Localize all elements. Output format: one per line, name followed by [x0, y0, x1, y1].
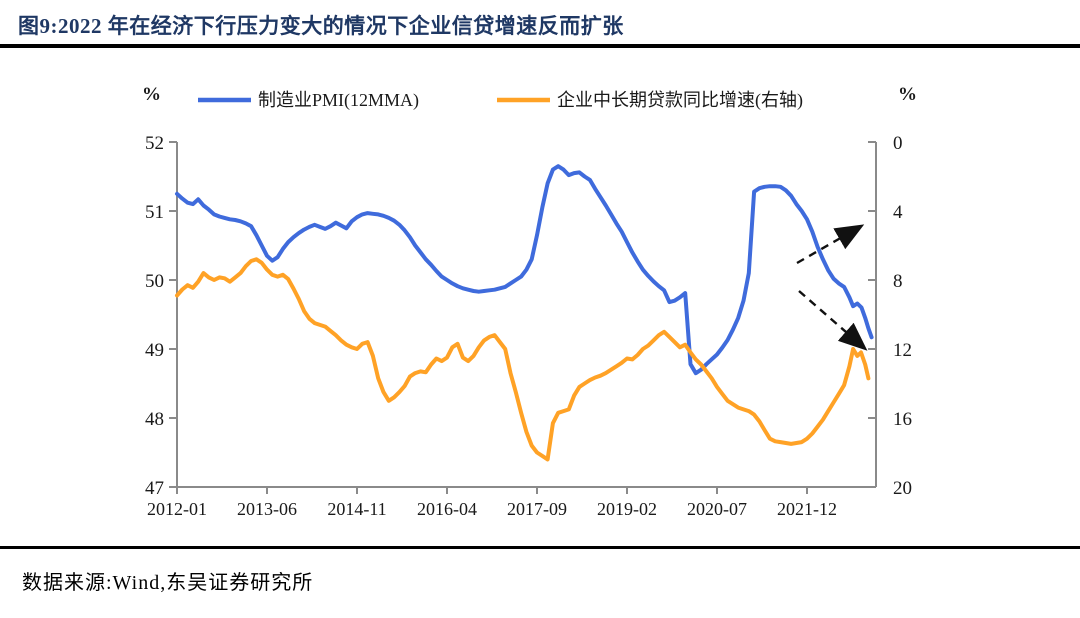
left-axis-tick-label: 48	[145, 409, 164, 430]
x-axis-tick-label: 2013-06	[237, 499, 297, 519]
left-axis-tick-label: 52	[145, 133, 164, 154]
left-axis-unit-label: %	[142, 84, 161, 105]
left-axis-tick-label: 49	[145, 340, 164, 361]
left-axis-tick-label: 51	[145, 202, 164, 223]
figure-title: 图9:2022 年在经济下行压力变大的情况下企业信贷增速反而扩张	[18, 14, 624, 38]
left-axis-tick-label: 47	[145, 478, 164, 499]
footer-divider-line	[0, 546, 1080, 549]
x-axis-tick-label: 2016-04	[417, 499, 477, 519]
right-axis-tick-label: 0	[893, 133, 903, 154]
x-axis-tick-label: 2012-01	[147, 499, 207, 519]
x-axis-tick-label: 2014-11	[327, 499, 386, 519]
x-axis-tick-label: 2019-02	[597, 499, 657, 519]
right-axis-tick-label: 16	[893, 409, 912, 430]
right-axis-tick-label: 8	[893, 271, 903, 292]
legend-label-pmi: 制造业PMI(12MMA)	[258, 90, 419, 111]
chart-legend: 制造业PMI(12MMA) 企业中长期贷款同比增速(右轴)	[198, 90, 803, 111]
series-line-pmi	[175, 164, 874, 376]
x-axis-tick-label: 2020-07	[687, 499, 747, 519]
right-axis-tick-label: 4	[893, 202, 903, 223]
series-line-loan-growth	[175, 257, 871, 462]
right-axis-tick-label: 12	[893, 340, 912, 361]
legend-label-loan: 企业中长期贷款同比增速(右轴)	[557, 90, 803, 111]
right-axis-tick-label: 20	[893, 478, 912, 499]
title-divider-line	[0, 44, 1080, 48]
trend-arrow-up-right	[796, 224, 865, 265]
plot-area: 52 51 50 49 48 47 20 16 12 8 4 0 2012-01 2013-06 2014-…	[145, 133, 912, 519]
x-axis-tick-label: 2021-12	[777, 499, 837, 519]
data-source-note: 数据来源:Wind,东吴证券研究所	[22, 572, 314, 594]
x-axis-tick-label: 2017-09	[507, 499, 567, 519]
trend-arrow-down-right	[798, 290, 868, 351]
left-axis-tick-label: 50	[145, 271, 164, 292]
right-axis-unit-label: %	[898, 84, 917, 105]
